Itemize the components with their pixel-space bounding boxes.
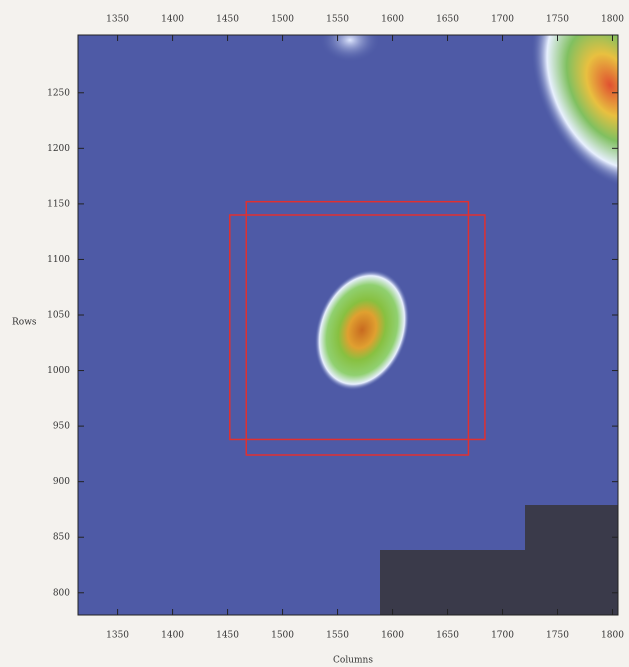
y-tick-label: 900: [53, 477, 70, 487]
x-tick-label-top: 1550: [326, 15, 349, 25]
central-spot: [314, 269, 410, 391]
x-tick-label: 1500: [271, 631, 294, 641]
x-tick-label-top: 1450: [216, 15, 239, 25]
x-tick-label: 1650: [436, 631, 459, 641]
bright-corner: [531, 35, 618, 189]
region-box: [229, 214, 486, 441]
plot-frame: [77, 34, 619, 616]
x-axis-label: Columns: [333, 656, 373, 666]
dark-region: [380, 505, 618, 615]
x-tick-label: 1800: [601, 631, 624, 641]
x-tick-label: 1600: [381, 631, 404, 641]
y-tick-label: 1150: [47, 199, 70, 209]
region-box: [245, 200, 470, 456]
x-tick-label-top: 1500: [271, 15, 294, 25]
x-tick-label-top: 1650: [436, 15, 459, 25]
x-tick-label-top: 1800: [601, 15, 624, 25]
x-tick-label-top: 1750: [546, 15, 569, 25]
y-tick-label: 850: [53, 533, 70, 543]
y-tick-label: 1000: [47, 366, 70, 376]
haze: [320, 35, 380, 62]
x-tick-label: 1450: [216, 631, 239, 641]
x-tick-label-top: 1350: [106, 15, 129, 25]
y-tick-label: 1200: [47, 144, 70, 154]
x-tick-label-top: 1400: [161, 15, 184, 25]
image: [78, 35, 618, 615]
x-tick-label: 1750: [546, 631, 569, 641]
y-tick-label: 950: [53, 422, 70, 432]
x-tick-label: 1550: [326, 631, 349, 641]
y-tick-label: 1100: [47, 255, 70, 265]
y-axis-label: Rows: [12, 318, 37, 328]
y-tick-label: 800: [53, 588, 70, 598]
y-tick-label: 1250: [47, 88, 70, 98]
x-tick-label: 1350: [106, 631, 129, 641]
x-tick-label-top: 1600: [381, 15, 404, 25]
x-tick-label: 1400: [161, 631, 184, 641]
x-tick-label: 1700: [491, 631, 514, 641]
y-tick-label: 1050: [47, 311, 70, 321]
x-tick-label-top: 1700: [491, 15, 514, 25]
